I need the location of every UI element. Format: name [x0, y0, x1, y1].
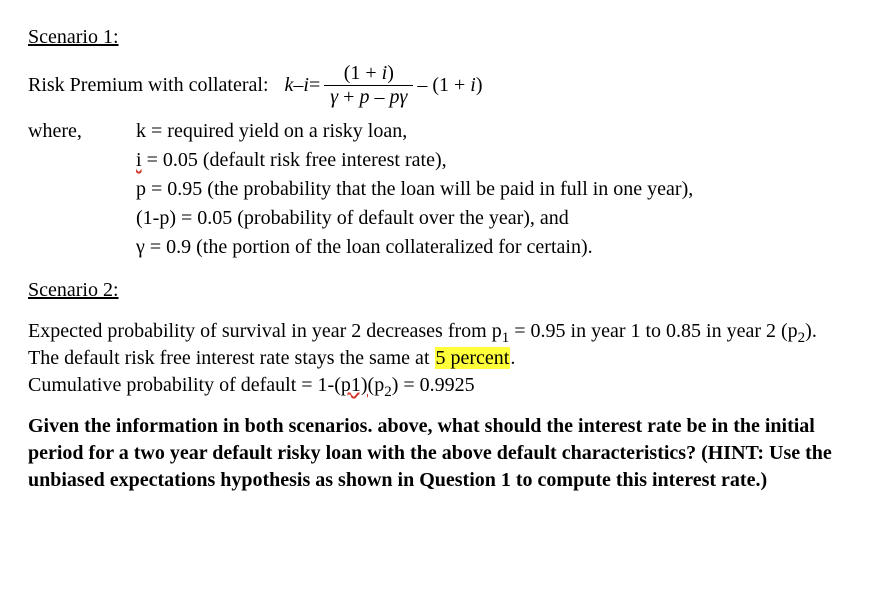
highlight-5percent: 5 percent: [435, 347, 511, 369]
eq-trailing: – (1 + i): [417, 72, 482, 99]
where-label: where,: [28, 118, 136, 145]
definitions: k = required yield on a risky loan, i = …: [136, 118, 848, 263]
scenario2-heading: Scenario 2:: [28, 279, 119, 301]
eq-equals: =: [309, 72, 320, 99]
def-p: p = 0.95 (the probability that the loan …: [136, 176, 848, 203]
def-k: k = required yield on a risky loan,: [136, 118, 848, 145]
risk-premium-equation: Risk Premium with collateral: k – i = (1…: [28, 63, 848, 108]
def-gamma: γ = 0.9 (the portion of the loan collate…: [136, 234, 848, 261]
scenario1-heading: Scenario 1:: [28, 26, 119, 48]
squiggle-p1: p1)(: [341, 374, 374, 396]
eq-minus: –: [293, 72, 303, 99]
equation-lead: Risk Premium with collateral:: [28, 72, 269, 99]
scenario2-text: Expected probability of survival in year…: [28, 318, 848, 399]
def-1minusp: (1-p) = 0.05 (probability of default ove…: [136, 205, 848, 232]
question-text: Given the information in both scenarios.…: [28, 413, 848, 494]
fraction-denominator: γ + p – pγ: [324, 85, 413, 108]
def-i: i = 0.05 (default risk free interest rat…: [136, 147, 848, 174]
where-block: where, k = required yield on a risky loa…: [28, 118, 848, 263]
fraction-numerator: (1 + i): [338, 63, 400, 85]
fraction: (1 + i) γ + p – pγ: [324, 63, 413, 108]
